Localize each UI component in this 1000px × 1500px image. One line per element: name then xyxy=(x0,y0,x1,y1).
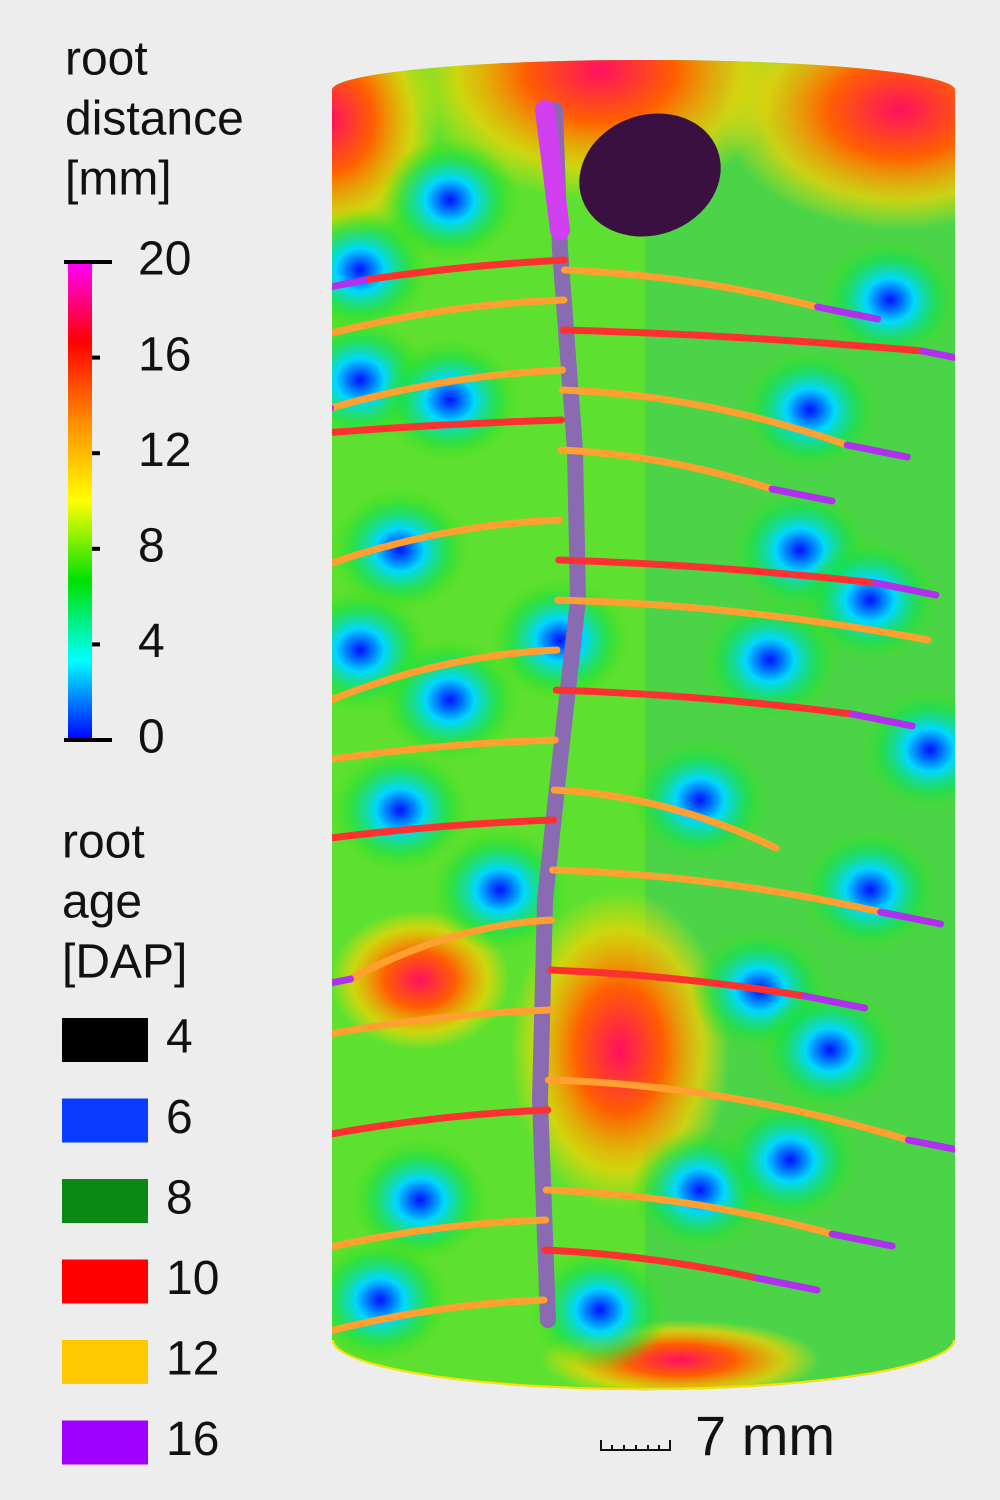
colorbar-tick-label: 12 xyxy=(138,424,191,477)
legend-swatch xyxy=(62,1179,148,1223)
colorbar-title: distance xyxy=(65,93,244,146)
legend-title: [DAP] xyxy=(62,936,187,989)
legend-label: 8 xyxy=(166,1172,193,1225)
legend-label: 10 xyxy=(166,1252,219,1305)
colorbar-tick-label: 16 xyxy=(138,328,191,381)
legend-label: 4 xyxy=(166,1011,193,1064)
colorbar-scale xyxy=(68,262,92,740)
legend-label: 12 xyxy=(166,1333,219,1386)
colorbar-title: [mm] xyxy=(65,153,172,206)
colorbar-tick-label: 20 xyxy=(138,233,191,286)
colorbar-title: root xyxy=(65,33,148,86)
colorbar-tick-label: 8 xyxy=(138,519,165,572)
legend-label: 16 xyxy=(166,1413,219,1466)
legend-swatch xyxy=(62,1340,148,1384)
legend-label: 6 xyxy=(166,1091,193,1144)
legend-title: age xyxy=(62,876,142,929)
legend-swatch xyxy=(62,1259,148,1304)
legend-swatch xyxy=(62,1420,148,1465)
scale-bar: 7 mm xyxy=(600,1404,835,1467)
colorbar-tick-label: 0 xyxy=(138,711,165,764)
scale-bar-label: 7 mm xyxy=(695,1404,835,1467)
colorbar-tick-label: 4 xyxy=(138,615,165,668)
legend-swatch xyxy=(62,1018,148,1062)
legend-title: root xyxy=(62,816,145,869)
legend-swatch xyxy=(62,1098,148,1143)
age-legend: root age [DAP] 4 6 8 10 12 16 xyxy=(62,816,219,1466)
root-volume xyxy=(332,59,955,1391)
colorbar: root distance [mm] 0 4 8 12 16 20 xyxy=(64,33,244,764)
